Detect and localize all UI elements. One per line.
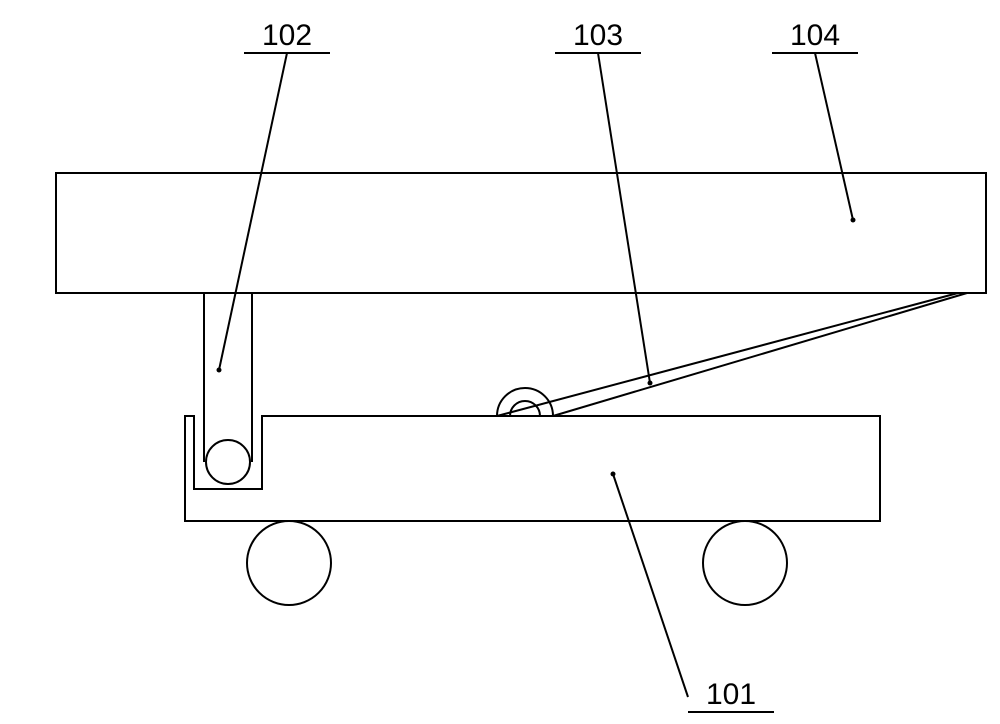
callout-103-label: 103	[573, 19, 623, 52]
callout-104-leader	[815, 53, 853, 220]
base-frame	[185, 416, 880, 521]
callout-104-dot	[851, 218, 856, 223]
callout-104-label: 104	[790, 19, 840, 52]
callout-103-leader	[598, 53, 650, 383]
wheel-2	[703, 521, 787, 605]
callout-102-dot	[217, 368, 222, 373]
diag-arm-upper	[497, 293, 958, 416]
diag-arm-pivot	[497, 388, 553, 416]
callout-103-dot	[648, 381, 653, 386]
callout-101-dot	[611, 472, 616, 477]
wheel-1	[247, 521, 331, 605]
diag-arm-lower	[553, 293, 967, 416]
callout-101-leader	[613, 474, 688, 697]
vertical-link-pivot	[206, 440, 250, 484]
callout-101-label: 101	[706, 678, 756, 711]
callout-102-label: 102	[262, 19, 312, 52]
